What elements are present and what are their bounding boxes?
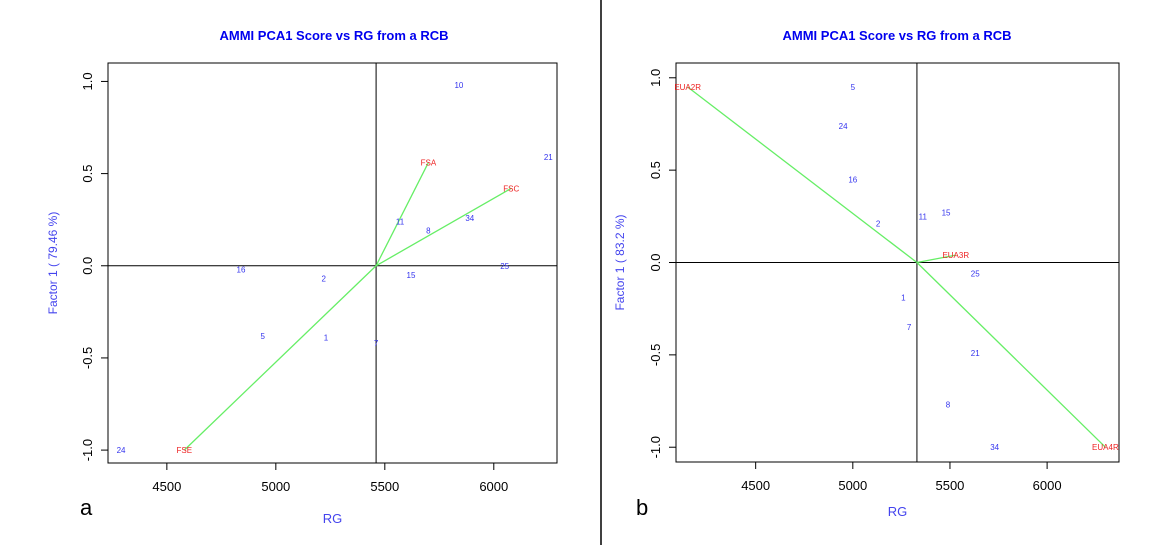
genotype-point-label: 2: [876, 220, 881, 229]
x-axis-label: RG: [888, 504, 908, 519]
x-tick-label: 5500: [370, 479, 399, 494]
genotype-point-label: 16: [848, 175, 857, 184]
x-tick-label: 5500: [935, 478, 964, 493]
y-axis: -1.0 -0.5 0.0 0.5 1.0: [648, 69, 677, 458]
y-tick-label: 0.5: [648, 161, 663, 179]
x-axis: 4500 5000 5500 6000: [741, 461, 1062, 493]
panel-label: a: [80, 495, 93, 520]
environment-vector: [916, 262, 1106, 448]
genotype-point-label: 34: [990, 443, 999, 452]
y-tick-label: -0.5: [80, 347, 95, 369]
environment-vectors: [183, 162, 512, 451]
y-tick-label: -1.0: [648, 436, 663, 458]
y-axis: -1.0 -0.5 0.0 0.5 1.0: [80, 72, 109, 461]
panel-b: AMMI PCA1 Score vs RG from a RCB 4500 5000…: [613, 28, 1120, 520]
y-tick-label: 0.0: [80, 257, 95, 275]
environment-vector: [687, 86, 918, 264]
environment-labels: FSA FSC FSE: [177, 159, 520, 456]
genotype-point-label: 21: [544, 153, 553, 162]
genotype-point-label: 21: [971, 349, 980, 358]
genotype-point-label: 7: [907, 323, 912, 332]
x-axis-label: RG: [323, 511, 343, 526]
panel-label: b: [636, 495, 648, 520]
genotype-point-label: 11: [396, 218, 405, 227]
x-tick-label: 5000: [261, 479, 290, 494]
genotype-point-label: 24: [117, 446, 126, 455]
y-tick-label: -1.0: [80, 439, 95, 461]
environment-point-label: FSA: [421, 159, 437, 168]
environment-vector: [375, 162, 429, 267]
y-tick-label: -0.5: [648, 344, 663, 366]
genotype-labels: 10 21 11 34 8 16 2 15 25 5 1 7 24: [117, 81, 554, 455]
environment-point-label: FSE: [177, 446, 193, 455]
y-tick-label: 0.0: [648, 253, 663, 271]
genotype-point-label: 8: [426, 227, 431, 236]
y-axis-label: Factor 1 ( 79.46 %): [46, 212, 60, 315]
genotype-point-label: 8: [946, 401, 951, 410]
environment-labels: EUA2R EUA3R EUA4R: [674, 83, 1119, 452]
y-axis-label: Factor 1 ( 83.2 %): [613, 214, 627, 310]
genotype-point-label: 25: [971, 270, 980, 279]
x-tick-label: 5000: [838, 478, 867, 493]
environment-point-label: EUA3R: [942, 251, 969, 260]
x-tick-label: 4500: [152, 479, 181, 494]
panel-a: AMMI PCA1 Score vs RG from a RCB 4500 5000…: [46, 28, 558, 526]
environment-point-label: EUA4R: [1092, 443, 1119, 452]
genotype-point-label: 10: [454, 81, 463, 90]
chart-title: AMMI PCA1 Score vs RG from a RCB: [783, 28, 1012, 43]
genotype-point-label: 5: [261, 332, 266, 341]
genotype-point-label: 11: [919, 212, 928, 221]
genotype-point-label: 24: [839, 122, 848, 131]
genotype-point-label: 15: [407, 271, 416, 280]
environment-point-label: FSC: [503, 184, 519, 193]
environment-point-label: EUA2R: [674, 83, 701, 92]
plot-frame: [107, 62, 558, 464]
x-axis: 4500 5000 5500 6000: [152, 462, 508, 494]
genotype-point-label: 2: [322, 275, 327, 284]
chart-title: AMMI PCA1 Score vs RG from a RCB: [220, 28, 449, 43]
genotype-point-label: 25: [500, 262, 509, 271]
environment-vectors: [687, 86, 1106, 448]
x-tick-label: 6000: [479, 479, 508, 494]
x-tick-label: 6000: [1033, 478, 1062, 493]
environment-vector: [183, 265, 377, 451]
genotype-point-label: 7: [374, 339, 379, 348]
genotype-point-label: 5: [851, 83, 856, 92]
environment-vector: [916, 254, 956, 264]
genotype-labels: 5 24 16 2 11 15 25 1 7 21 8 34: [839, 83, 1000, 452]
genotype-point-label: 34: [465, 214, 474, 223]
genotype-point-label: 1: [324, 334, 329, 343]
y-tick-label: 1.0: [80, 72, 95, 90]
x-tick-label: 4500: [741, 478, 770, 493]
genotype-point-label: 16: [237, 265, 246, 274]
environment-vector: [375, 187, 512, 267]
y-tick-label: 1.0: [648, 69, 663, 87]
y-tick-label: 0.5: [80, 165, 95, 183]
genotype-point-label: 15: [942, 209, 951, 218]
genotype-point-label: 1: [901, 294, 906, 303]
